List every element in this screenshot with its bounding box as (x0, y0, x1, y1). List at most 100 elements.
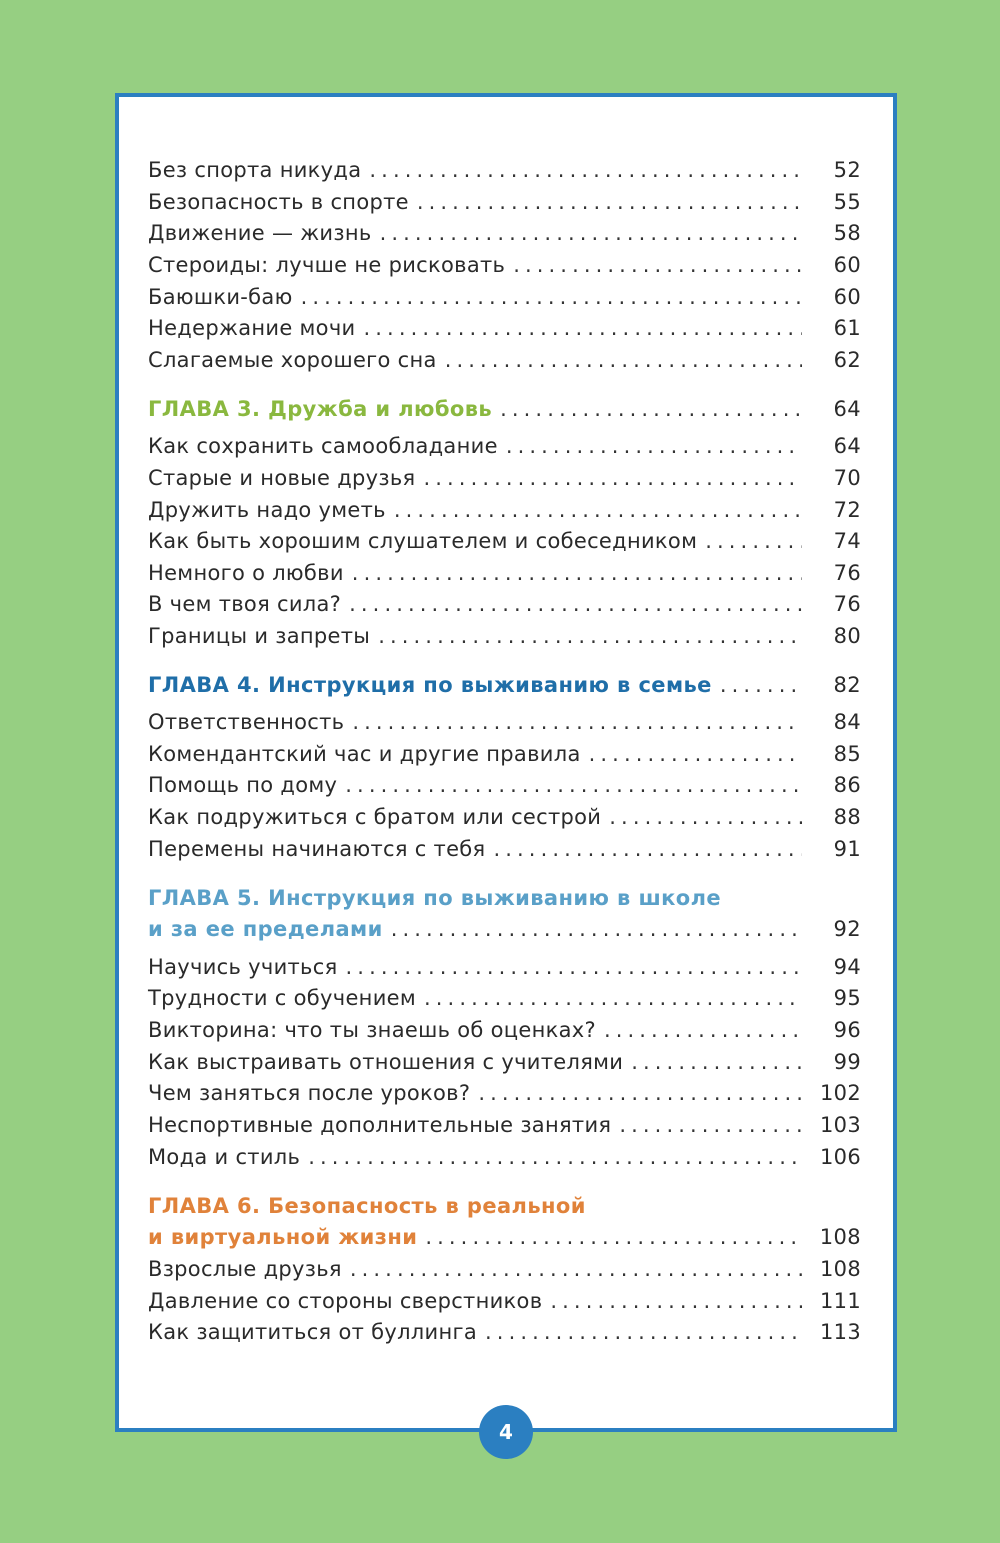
toc-entry-page: 111 (820, 1289, 861, 1313)
toc-entry: Стероиды: лучше не рисковать............… (148, 250, 861, 280)
toc-entry-page: 92 (833, 917, 861, 941)
toc-entry: Взрослые друзья.........................… (148, 1254, 861, 1284)
dot-leader: ........................................… (378, 624, 802, 648)
toc-entry-title: Как защититься от буллинга (148, 1320, 478, 1344)
toc-entry: Викторина: что ты знаешь об оценках?....… (148, 1015, 861, 1045)
toc-entry: Границы и запреты.......................… (148, 621, 861, 651)
toc-entry: Немного о любви.........................… (148, 558, 861, 588)
dot-leader: ........................................… (588, 742, 802, 766)
toc-entry: Безопасность в спорте...................… (148, 187, 861, 217)
toc-entry-page: 82 (833, 673, 861, 697)
toc-entry: Движение — жизнь........................… (148, 218, 861, 248)
toc-entry-page: 103 (820, 1113, 861, 1137)
toc-entry: Как подружиться с братом или сестрой....… (148, 802, 861, 832)
dot-leader: ........................................… (369, 158, 802, 182)
toc-entry-title: В чем твоя сила? (148, 592, 342, 616)
toc-entry-title: Чем заняться после уроков? (148, 1081, 471, 1105)
toc-entry-title: Старые и новые друзья (148, 466, 416, 490)
toc-entry: Давление со стороны сверстников.........… (148, 1286, 861, 1316)
toc-entry-title: Дружить надо уметь (148, 498, 386, 522)
toc-entry: Как сохранить самообладание.............… (148, 431, 861, 461)
toc-entry-title: Ответственность (148, 710, 345, 734)
toc-entry-title: Границы и запреты (148, 624, 371, 648)
dot-leader: ........................................… (478, 1081, 802, 1105)
toc-entry-title: ГЛАВА 6. Безопасность в реальной (148, 1194, 586, 1218)
dot-leader: ........................................… (425, 1225, 802, 1249)
dot-leader: ........................................… (505, 434, 802, 458)
toc-entry-page: 108 (819, 1225, 861, 1249)
toc-entry: В чем твоя сила?........................… (148, 589, 861, 619)
dot-leader: ........................................… (444, 348, 802, 372)
dot-leader: ........................................… (423, 466, 802, 490)
toc-entry-page: 80 (833, 624, 861, 648)
toc-entry-title: Трудности с обучением (148, 986, 416, 1010)
toc-chapter-heading: ГЛАВА 5. Инструкция по выживанию в школе (148, 883, 861, 913)
toc-entry-page: 74 (833, 529, 861, 553)
toc-entry: Баюшки-баю..............................… (148, 282, 861, 312)
toc-entry: Дружить надо уметь......................… (148, 495, 861, 525)
dot-leader: ........................................… (379, 221, 802, 245)
toc-entry-page: 64 (833, 397, 861, 421)
toc-entry-title: Викторина: что ты знаешь об оценках? (148, 1018, 596, 1042)
toc-entry-title: Слагаемые хорошего сна (148, 348, 437, 372)
toc-entry-page: 108 (820, 1257, 861, 1281)
toc-entry: Помощь по дому..........................… (148, 770, 861, 800)
dot-leader: ........................................… (349, 1257, 802, 1281)
toc-entry-title: Давление со стороны сверстников (148, 1289, 543, 1313)
toc-chapter-heading: ГЛАВА 3. Дружба и любовь................… (148, 394, 861, 424)
toc-entry-title: ГЛАВА 4. Инструкция по выживанию в семье (148, 673, 712, 697)
toc-entry-title: Помощь по дому (148, 773, 338, 797)
toc-entry-title: Как быть хорошим слушателем и собеседник… (148, 529, 698, 553)
toc-entry-page: 62 (833, 348, 861, 372)
toc-entry-title: и виртуальной жизни (148, 1225, 418, 1249)
toc-entry-title: Без спорта никуда (148, 158, 362, 182)
toc-entry-page: 95 (833, 986, 861, 1010)
toc-entry-title: Движение — жизнь (148, 221, 372, 245)
dot-leader: ........................................… (363, 316, 803, 340)
toc-entry-page: 96 (833, 1018, 861, 1042)
toc-entry-page: 88 (833, 805, 861, 829)
toc-entry: Как защититься от буллинга..............… (148, 1317, 861, 1347)
dot-leader: ........................................… (513, 253, 802, 277)
toc-entry: Комендантский час и другие правила......… (148, 739, 861, 769)
toc-entry-page: 84 (833, 710, 861, 734)
toc-entry-title: Как сохранить самообладание (148, 434, 498, 458)
dot-leader: ........................................… (308, 1145, 802, 1169)
toc-entry-page: 58 (833, 221, 861, 245)
toc-entry: Чем заняться после уроков?..............… (148, 1078, 861, 1108)
toc-entry-title: Недержание мочи (148, 316, 356, 340)
toc-entry: Без спорта никуда.......................… (148, 155, 861, 185)
dot-leader: ........................................… (493, 837, 802, 861)
toc-entry-title: Стероиды: лучше не рисковать (148, 253, 506, 277)
toc-entry-page: 55 (833, 190, 861, 214)
toc-entry: Как выстраивать отношения с учителями...… (148, 1047, 861, 1077)
dot-leader: ........................................… (631, 1050, 802, 1074)
toc-entry: Неспортивные дополнительные занятия.....… (148, 1110, 861, 1140)
dot-leader: ........................................… (345, 773, 802, 797)
page-number-badge: 4 (479, 1405, 533, 1459)
toc-chapter-heading: и за ее пределами.......................… (148, 914, 861, 944)
toc-entry-title: Баюшки-баю (148, 285, 293, 309)
toc-entry-page: 76 (833, 592, 861, 616)
toc-entry: Ответственность.........................… (148, 707, 861, 737)
dot-leader: ........................................… (500, 397, 802, 421)
toc-entry: Мода и стиль............................… (148, 1142, 861, 1172)
toc-entry-page: 102 (820, 1081, 861, 1105)
toc-entry-page: 64 (833, 434, 861, 458)
toc-entry: Старые и новые друзья...................… (148, 463, 861, 493)
toc-entry-page: 61 (833, 316, 861, 340)
dot-leader: ........................................… (485, 1320, 802, 1344)
toc-entry-title: и за ее пределами (148, 917, 383, 941)
dot-leader: ........................................… (352, 710, 802, 734)
toc-entry-page: 60 (833, 253, 861, 277)
toc-entry-page: 91 (833, 837, 861, 861)
toc-entry: Слагаемые хорошего сна..................… (148, 345, 861, 375)
toc-entry: Недержание мочи.........................… (148, 313, 861, 343)
toc-entry-title: Взрослые друзья (148, 1257, 342, 1281)
toc-entry-title: Немного о любви (148, 561, 344, 585)
toc-chapter-heading: и виртуальной жизни.....................… (148, 1222, 861, 1252)
toc-entry-title: ГЛАВА 3. Дружба и любовь (148, 397, 493, 421)
dot-leader: ........................................… (393, 498, 802, 522)
dot-leader: ........................................… (345, 955, 802, 979)
toc-entry-page: 52 (833, 158, 861, 182)
